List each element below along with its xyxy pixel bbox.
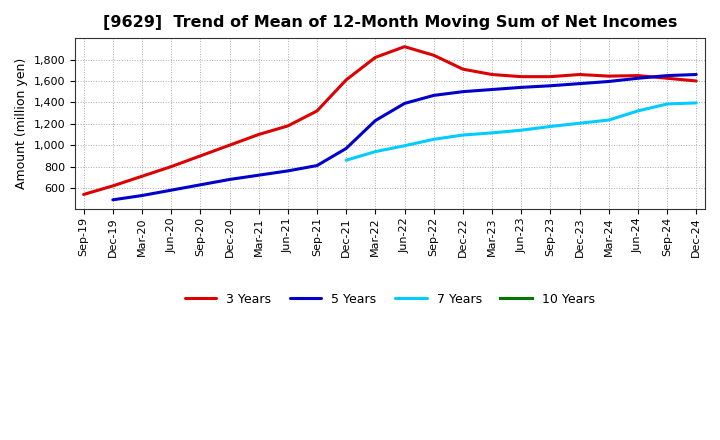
5 Years [371,118,379,123]
3 Years [459,66,467,72]
5 Years [429,93,438,98]
5 Years [109,197,117,202]
7 Years [342,158,351,163]
5 Years [167,187,176,193]
Y-axis label: Amount (million yen): Amount (million yen) [15,58,28,189]
7 Years [604,117,613,123]
3 Years [371,55,379,60]
7 Years [459,132,467,138]
3 Years [634,73,642,78]
5 Years [196,182,204,187]
3 Years [575,72,584,77]
5 Years [400,101,409,106]
5 Years [138,193,146,198]
Legend: 3 Years, 5 Years, 7 Years, 10 Years: 3 Years, 5 Years, 7 Years, 10 Years [180,288,600,311]
7 Years [575,121,584,126]
5 Years [254,172,263,178]
3 Years [109,183,117,188]
3 Years [138,174,146,179]
3 Years [254,132,263,137]
7 Years [546,124,554,129]
7 Years [429,137,438,142]
5 Years [575,81,584,86]
3 Years [517,74,526,79]
5 Years [517,85,526,90]
5 Years [284,168,292,173]
3 Years [546,74,554,79]
3 Years [196,153,204,158]
3 Years [429,53,438,58]
5 Years [312,163,321,168]
3 Years [167,164,176,169]
7 Years [487,130,496,136]
3 Years [692,78,701,84]
3 Years [662,76,671,81]
3 Years [312,108,321,114]
5 Years [342,146,351,151]
5 Years [692,72,701,77]
5 Years [604,79,613,84]
7 Years [692,100,701,106]
3 Years [342,77,351,83]
5 Years [662,73,671,78]
3 Years [284,123,292,128]
3 Years [400,44,409,49]
7 Years [371,149,379,154]
Line: 3 Years: 3 Years [84,47,696,194]
7 Years [517,128,526,133]
7 Years [400,143,409,148]
5 Years [225,177,234,182]
5 Years [459,89,467,94]
7 Years [634,108,642,114]
5 Years [546,83,554,88]
Line: 5 Years: 5 Years [113,74,696,200]
7 Years [662,101,671,106]
5 Years [487,87,496,92]
5 Years [634,76,642,81]
Title: [9629]  Trend of Mean of 12-Month Moving Sum of Net Incomes: [9629] Trend of Mean of 12-Month Moving … [103,15,677,30]
3 Years [79,192,88,197]
3 Years [487,72,496,77]
3 Years [225,143,234,148]
3 Years [604,73,613,79]
Line: 7 Years: 7 Years [346,103,696,160]
